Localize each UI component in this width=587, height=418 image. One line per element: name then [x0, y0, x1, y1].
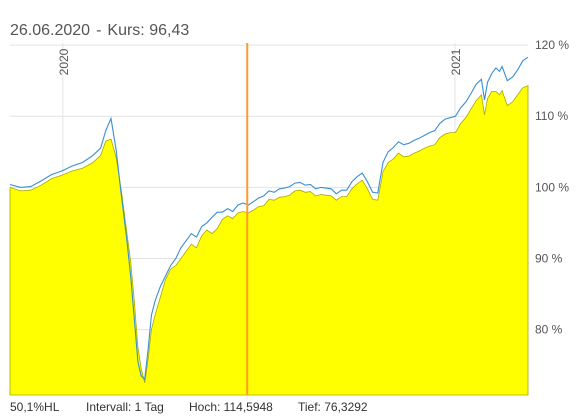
y-tick-label: 90 %: [535, 251, 563, 265]
line-series: [9, 56, 529, 381]
x-tick-label: 2020: [57, 48, 71, 75]
y-tick-label: 120 %: [535, 38, 569, 52]
header-kurs-label: Kurs:: [107, 22, 145, 39]
chart-footer: 50,1%HL Intervall: 1 Tag Hoch: 114,5948 …: [0, 398, 587, 418]
x-axis-labels: 2020 2021: [57, 48, 463, 75]
header-date: 26.06.2020: [10, 22, 91, 39]
y-axis-ticks: 80 % 90 % 100 % 110 % 120 %: [535, 38, 569, 336]
header-separator: -: [96, 22, 102, 39]
y-tick-label: 110 %: [535, 109, 568, 123]
header-kurs-value: 96,43: [149, 22, 190, 39]
footer-hl: 50,1%HL: [10, 400, 60, 414]
y-tick-label: 100 %: [535, 180, 569, 194]
chart-header: 26.06.2020- Kurs: 96,43: [10, 22, 189, 40]
area-series: [9, 85, 529, 396]
y-tick-label: 80 %: [535, 323, 563, 337]
x-tick-label: 2021: [449, 48, 463, 75]
footer-low: Tief: 76,3292: [298, 400, 368, 414]
footer-high: Hoch: 114,5948: [189, 400, 273, 414]
footer-interval: Intervall: 1 Tag: [86, 400, 164, 414]
